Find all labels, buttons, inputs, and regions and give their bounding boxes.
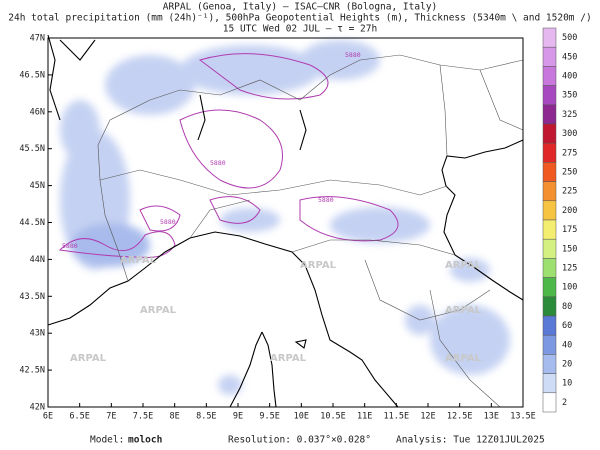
colorbar-label: 500 [562,33,577,43]
lon-label: 9.5E [259,412,279,422]
colorbar-box [542,123,557,144]
lat-label: 46.5N [19,70,45,80]
lat-label: 43N [30,329,45,339]
colorbar-box [542,238,557,259]
watermark: ARPAL [445,305,482,316]
colorbar-label: 275 [562,148,577,158]
lat-label: 44N [30,255,45,265]
lon-label: 6.5E [69,412,89,422]
lat-label: 42.5N [19,366,45,376]
colorbar-label: 225 [562,187,577,197]
model-name: moloch [128,435,162,446]
colorbar-box [542,392,557,413]
lat-label: 45.5N [19,144,45,154]
colorbar-box [542,104,557,125]
colorbar-box [542,181,557,202]
colorbar-label: 200 [562,206,577,216]
footer-label: Model: [90,435,124,446]
colorbar-label: 100 [562,283,577,293]
watermark: ARPAL [70,353,107,364]
colorbar-label: 150 [562,244,577,254]
lon-label: 13.5E [510,412,536,422]
colorbar-label: 175 [562,225,577,235]
lon-label: 12E [420,412,435,422]
colorbar-label: 125 [562,264,577,274]
watermark: ARPAL [140,305,177,316]
colorbar-box [542,354,557,374]
lon-label: 10.5E [320,412,346,422]
colorbar-box [542,277,557,298]
colorbar-label: 80 [562,302,572,312]
title-line: ARPAL (Genoa, Italy) – ISAC–CNR (Bologna… [163,2,438,13]
contour-label: 5880 [210,159,226,167]
lon-label: 9E [233,412,243,422]
lon-label: 11E [357,412,372,422]
colorbar-label: 300 [562,129,577,139]
colorbar-box [542,27,557,48]
colorbar-box [542,46,557,67]
colorbar-label: 325 [562,110,577,120]
watermark: ARPAL [300,260,337,271]
lon-label: 7.5E [133,412,153,422]
lon-label: 8.5E [196,412,216,422]
lon-label: 13E [484,412,499,422]
colorbar-label: 10 [562,379,572,389]
contour-label: 5880 [345,51,361,59]
lat-label: 47N [30,34,45,44]
lat-label: 45N [30,181,45,191]
watermark: ARPAL [445,353,482,364]
colorbar-box [542,66,557,86]
colorbar-label: 40 [562,340,572,350]
watermark: ARPAL [445,260,482,271]
colorbar-box [542,162,557,182]
colorbar-label: 2 [562,398,567,408]
lon-label: 11.5E [384,412,410,422]
colorbar-label: 60 [562,321,572,331]
lon-label: 6E [43,412,53,422]
title-line: 24h total precipitation (mm (24h)⁻¹), 50… [8,13,591,24]
colorbar-box [542,219,557,240]
lat-label: 43.5N [19,292,45,302]
lat-label: 44.5N [19,218,45,228]
analysis: Analysis: Tue 12Z01JUL2025 [396,435,545,446]
lat-label: 42N [30,403,45,413]
contours [58,53,399,258]
title-line: 15 UTC Wed 02 JUL – τ = 27h [223,24,377,35]
colorbar-box [542,315,557,336]
lon-label: 12.5E [447,412,473,422]
lat-label: 46N [30,107,45,117]
contour-label: 5880 [62,242,78,250]
colorbar-box [542,334,557,355]
colorbar-box [542,296,557,317]
borders [97,54,524,408]
lon-label: 7E [106,412,116,422]
watermark: ARPAL [270,353,307,364]
watermark: ARPAL [120,255,157,266]
colorbar-label: 250 [562,168,577,178]
colorbar-box [542,373,557,394]
precipitation-field [60,40,510,395]
colorbar-box [542,200,557,221]
colorbar-box [542,142,557,163]
coastlines [47,34,524,408]
colorbar-label: 450 [562,52,577,62]
colorbar-label: 350 [562,91,577,101]
colorbar-box [542,258,557,278]
colorbar-box [542,85,557,106]
contour-label: 5880 [160,218,176,226]
colorbar-label: 20 [562,360,572,370]
colorbar-label: 400 [562,72,577,82]
lon-label: 8E [170,412,180,422]
contour-label: 5880 [318,196,334,204]
lon-label: 10E [294,412,309,422]
resolution: Resolution: 0.037°×0.028° [228,435,371,446]
